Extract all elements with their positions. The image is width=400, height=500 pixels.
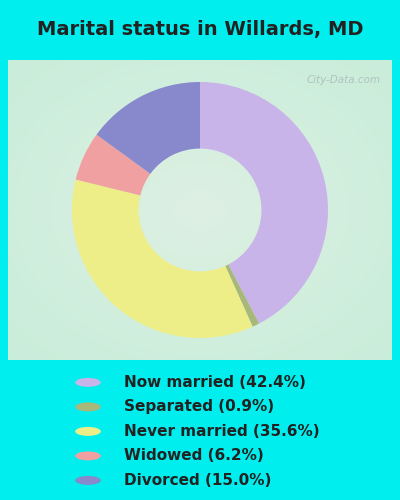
Text: Never married (35.6%): Never married (35.6%): [124, 424, 320, 439]
Circle shape: [75, 402, 101, 411]
Circle shape: [75, 476, 101, 485]
Circle shape: [75, 427, 101, 436]
Text: Separated (0.9%): Separated (0.9%): [124, 400, 274, 414]
Text: City-Data.com: City-Data.com: [306, 75, 380, 85]
Circle shape: [75, 378, 101, 387]
Wedge shape: [200, 82, 328, 324]
Circle shape: [75, 452, 101, 460]
Text: Widowed (6.2%): Widowed (6.2%): [124, 448, 264, 464]
Text: Now married (42.4%): Now married (42.4%): [124, 375, 306, 390]
Text: Marital status in Willards, MD: Marital status in Willards, MD: [37, 20, 363, 40]
Wedge shape: [96, 82, 200, 174]
Wedge shape: [225, 264, 259, 326]
Wedge shape: [72, 180, 253, 338]
Wedge shape: [76, 134, 150, 196]
Text: Divorced (15.0%): Divorced (15.0%): [124, 473, 271, 488]
